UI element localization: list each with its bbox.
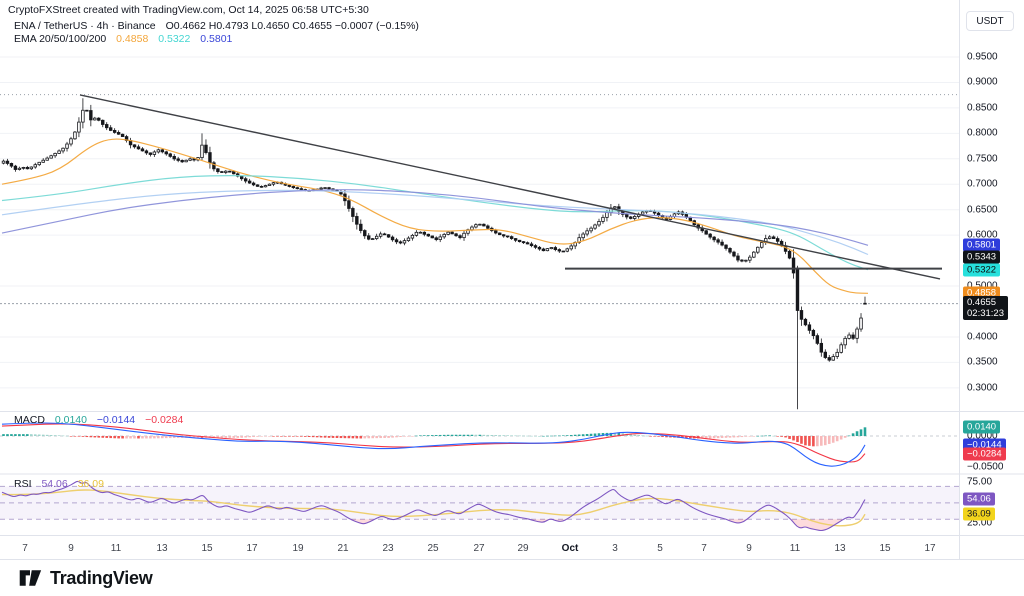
tradingview-logo-text: TradingView [50,567,153,588]
time-axis-label[interactable]: 21 [337,543,349,554]
ema-legend-label: EMA 20/50/100/200 [14,33,107,45]
ema20-value: 0.4858 [116,33,149,45]
rsi-badge-value: 36.09 [967,508,991,520]
macd-badge: −0.0284 [963,447,1006,461]
rsi-badge-value: 54.06 [967,493,991,505]
price-tick-label: 0.8500 [967,102,998,114]
time-axis-label[interactable]: Oct [561,543,579,554]
time-axis-label[interactable]: 13 [834,543,846,554]
rsi-tick-label: 75.00 [967,476,993,488]
rsi-value: 54.06 [41,478,68,490]
macd-badge-value: −0.0284 [967,448,1002,460]
price-badge: 0.5322 [963,263,1001,277]
rsi-badge: 54.06 [963,492,995,506]
time-axis-label[interactable]: 5 [657,543,663,554]
symbol-legend[interactable]: ENA / TetherUS · 4h · Binance O0.4662 H0… [14,20,419,32]
time-axis-label[interactable]: 15 [879,543,891,554]
price-badge: 0.4655 02:31:23 [963,295,1008,320]
price-tick-label: 0.3000 [967,382,998,394]
tradingview-logo-icon [19,570,42,586]
footer-bar: TradingView [0,560,1024,596]
ema-legend[interactable]: EMA 20/50/100/200 0.4858 0.5322 0.5801 [14,33,232,45]
price-badge-value: 0.4858 [967,287,997,299]
price-badge-value: 0.5322 [967,264,997,276]
price-tick-label: 0.9000 [967,76,998,88]
time-axis-label[interactable]: 29 [517,543,529,554]
symbol-title: ENA / TetherUS · 4h · Binance [14,20,156,32]
time-axis-label[interactable]: 25 [427,543,439,554]
rsi-badge: 36.09 [963,507,995,521]
macd-legend[interactable]: MACD 0.0140 −0.0144 −0.0284 [14,414,183,426]
rsi-legend[interactable]: RSI 54.06 36.09 [14,478,104,490]
macd-badge: 0.0140 [963,420,1001,434]
macd-tick-label: 0.0000 [967,430,998,442]
time-axis-label[interactable]: 13 [156,543,168,554]
ohlc-values: O0.4662 H0.4793 L0.4650 C0.4655 −0.0007 … [165,20,419,32]
time-axis-label[interactable]: 11 [110,543,122,554]
tradingview-logo[interactable]: TradingView [18,566,153,590]
macd-hist-value: 0.0140 [54,414,87,426]
price-tick-label: 0.6000 [967,229,998,241]
macd-line-value: −0.0144 [96,414,136,426]
price-tick-label: 0.7500 [967,153,998,165]
price-badge-value: 0.5343 [967,251,997,263]
time-axis-label[interactable]: 11 [789,543,801,554]
time-axis-label[interactable]: 23 [382,543,394,554]
price-badge-value: 0.5801 [967,239,997,251]
time-axis-label[interactable]: 17 [246,543,258,554]
macd-tick-label: −0.0500 [967,461,1004,473]
time-axis-label[interactable]: 9 [68,543,74,554]
price-tick-label: 0.3500 [967,356,998,368]
ema50-value: 0.5322 [158,33,191,45]
price-badge: 0.5801 [963,238,1001,252]
time-axis-label[interactable]: 3 [612,543,618,554]
rsi-smooth-value: 36.09 [77,478,104,490]
attribution-text: CryptoFXStreet created with TradingView.… [8,4,369,16]
time-axis-label[interactable]: 19 [292,543,304,554]
price-badge: 0.5343 [963,250,1001,264]
price-tick-label: 0.6500 [967,204,998,216]
time-axis-label[interactable]: 7 [22,543,28,554]
time-axis-label[interactable]: 17 [924,543,936,554]
price-tick-label: 0.7000 [967,178,998,190]
price-tick-label: 0.9500 [967,51,998,63]
time-axis-label[interactable]: 9 [746,543,752,554]
time-axis-label[interactable]: 27 [473,543,485,554]
rsi-tick-label: 25.00 [967,517,993,529]
countdown-timer: 02:31:23 [967,307,1004,319]
price-tick-label: 0.4000 [967,331,998,343]
price-scale-unit-badge[interactable]: USDT [966,11,1014,31]
macd-legend-label: MACD [14,414,45,426]
time-axis-label[interactable]: 7 [701,543,707,554]
time-axis-label[interactable]: 15 [201,543,213,554]
macd-badge-value: −0.0144 [967,439,1002,451]
macd-signal-value: −0.0284 [145,414,184,426]
rsi-legend-label: RSI [14,478,32,490]
macd-badge-value: 0.0140 [967,421,997,433]
price-badge-value: 0.4655 [967,296,997,308]
price-tick-label: 0.8000 [967,127,998,139]
ema200-value: 0.5801 [200,33,233,45]
